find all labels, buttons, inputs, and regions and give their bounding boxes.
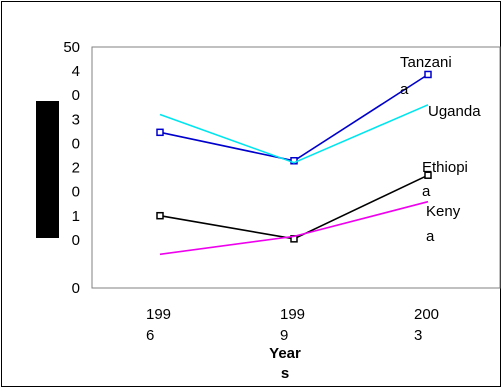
series-marker-tanzania [156,128,164,137]
y-tick-label: 3 [72,111,80,128]
series-label-ethiopia: Ethiopi [422,159,468,176]
y-axis-ticks: 50 4 0 3 0 2 0 1 0 0 [63,39,80,297]
series-labels: Tanzani a Uganda Ethiopi a Keny a [400,54,481,245]
y-tick-label: 0 [72,184,80,201]
series-marker-ethiopia [424,171,432,179]
series-marker-tanzania [424,70,432,79]
y-tick-label: 2 [72,160,80,177]
series-line-uganda [159,104,429,164]
series-label-tanzania: a [400,81,409,98]
x-tick-label: 200 [414,306,439,323]
x-tick-label: 9 [280,327,288,344]
y-tick-label: 0 [72,87,80,104]
y-tick-label: 4 [72,63,80,80]
series-line-ethiopia [159,174,429,240]
y-tick-label: 1 [72,208,80,225]
x-tick-label: 3 [414,327,422,344]
x-axis-title-line1: Year [269,345,301,362]
y-tick-label: 0 [72,280,80,297]
y-tick-label: 0 [72,232,80,249]
y-tick-label: 0 [72,135,80,152]
series-label-uganda: Uganda [428,103,481,120]
x-axis-ticks: 199 6 199 9 200 3 [146,306,439,344]
series-marker-ethiopia [156,211,164,220]
series-line-kenya [159,200,429,256]
series-line-tanzania [159,73,429,162]
series-label-kenya: a [426,228,435,245]
x-tick-label: 199 [146,306,171,323]
x-tick-label: 6 [146,327,154,344]
y-tick-label: 50 [63,39,80,56]
plot-area [91,46,501,289]
series-label-ethiopia: a [422,183,431,200]
x-axis-title-line2: s [281,365,289,382]
series-label-tanzania: Tanzani [400,54,452,71]
series-label-kenya: Keny [426,203,461,220]
x-tick-label: 199 [280,306,305,323]
series-layer [156,70,432,256]
y-axis-label-redacted [36,101,59,238]
